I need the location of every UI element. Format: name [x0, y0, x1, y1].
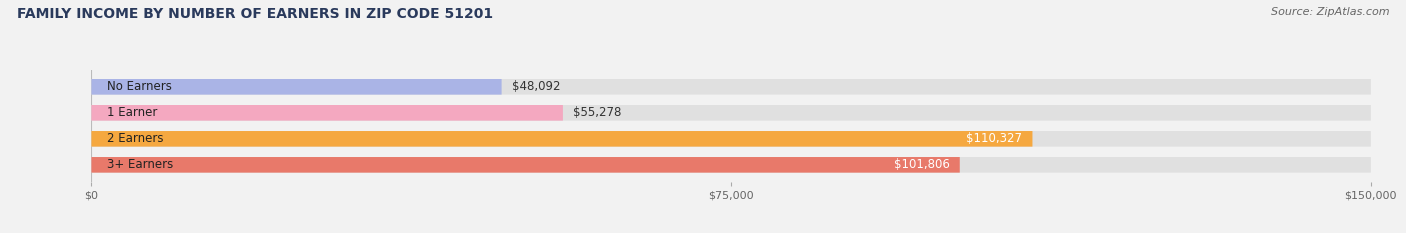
Text: No Earners: No Earners	[107, 80, 172, 93]
FancyBboxPatch shape	[91, 157, 960, 173]
Text: 1 Earner: 1 Earner	[107, 106, 157, 119]
Text: 3+ Earners: 3+ Earners	[107, 158, 173, 171]
Text: $55,278: $55,278	[574, 106, 621, 119]
Text: $48,092: $48,092	[512, 80, 561, 93]
Text: 2 Earners: 2 Earners	[107, 132, 163, 145]
FancyBboxPatch shape	[91, 131, 1371, 147]
FancyBboxPatch shape	[91, 105, 562, 121]
FancyBboxPatch shape	[91, 79, 502, 95]
FancyBboxPatch shape	[91, 79, 1371, 95]
FancyBboxPatch shape	[91, 131, 1032, 147]
Text: $110,327: $110,327	[966, 132, 1022, 145]
FancyBboxPatch shape	[91, 105, 1371, 121]
Text: $101,806: $101,806	[894, 158, 949, 171]
Text: Source: ZipAtlas.com: Source: ZipAtlas.com	[1271, 7, 1389, 17]
FancyBboxPatch shape	[91, 157, 1371, 173]
Text: FAMILY INCOME BY NUMBER OF EARNERS IN ZIP CODE 51201: FAMILY INCOME BY NUMBER OF EARNERS IN ZI…	[17, 7, 494, 21]
